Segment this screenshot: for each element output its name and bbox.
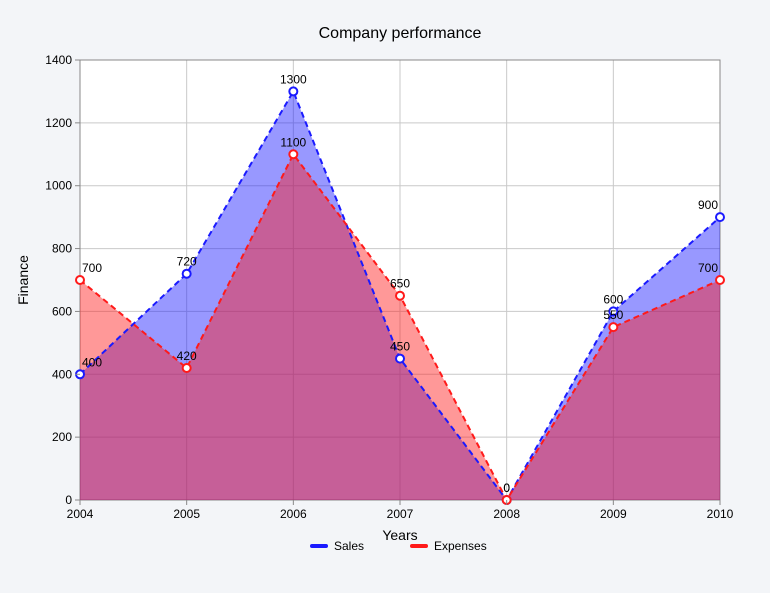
- data-label: 700: [698, 261, 718, 275]
- legend-swatch-expenses: [410, 544, 428, 548]
- data-label: 1100: [280, 135, 306, 149]
- y-tick-label: 1200: [45, 116, 72, 130]
- data-label: 400: [82, 355, 102, 369]
- marker-sales: [396, 355, 404, 363]
- legend-label: Expenses: [434, 539, 487, 553]
- marker-sales: [716, 213, 724, 221]
- marker-sales: [183, 270, 191, 278]
- marker-expenses: [396, 292, 404, 300]
- y-tick-label: 200: [52, 430, 72, 444]
- data-label: 550: [603, 308, 623, 322]
- marker-sales: [289, 87, 297, 95]
- chart-title: Company performance: [319, 25, 482, 42]
- y-tick-label: 1000: [45, 179, 72, 193]
- x-tick-label: 2008: [493, 507, 520, 521]
- marker-expenses: [289, 150, 297, 158]
- marker-expenses: [183, 364, 191, 372]
- y-tick-label: 400: [52, 367, 72, 381]
- x-axis-label: Years: [382, 527, 417, 543]
- data-label: 700: [82, 261, 102, 275]
- data-label: 450: [390, 340, 410, 354]
- data-label: 720: [177, 255, 197, 269]
- legend-swatch-sales: [310, 544, 328, 548]
- y-tick-label: 1400: [45, 53, 72, 67]
- data-label: 420: [177, 349, 197, 363]
- data-label: 900: [698, 198, 718, 212]
- data-label: 1300: [280, 72, 307, 86]
- y-tick-label: 0: [65, 493, 72, 507]
- marker-expenses: [716, 276, 724, 284]
- x-tick-label: 2005: [173, 507, 200, 521]
- company-performance-chart: 400 720 1300 450 0 600 900 700 420 1100 650 0 550 700…: [0, 0, 770, 593]
- data-label: 600: [603, 292, 623, 306]
- x-tick-label: 2006: [280, 507, 307, 521]
- y-tick-label: 600: [52, 304, 72, 318]
- marker-expenses: [76, 276, 84, 284]
- y-tick-label: 800: [52, 242, 72, 256]
- data-label: 650: [390, 277, 410, 291]
- y-axis-label: Finance: [15, 255, 31, 305]
- x-tick-label: 2009: [600, 507, 627, 521]
- marker-expenses: [609, 323, 617, 331]
- x-tick-label: 2004: [67, 507, 94, 521]
- data-label: 0: [503, 481, 510, 495]
- legend-label: Sales: [334, 539, 364, 553]
- x-tick-label: 2010: [707, 507, 734, 521]
- x-tick-label: 2007: [387, 507, 414, 521]
